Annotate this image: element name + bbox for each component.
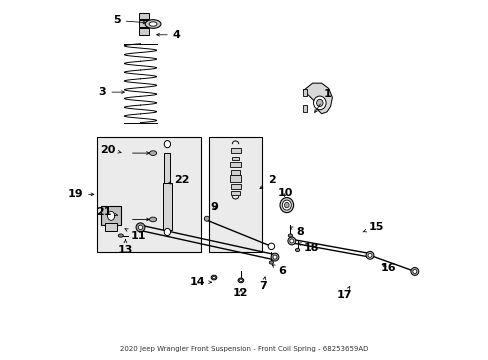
Ellipse shape: [284, 202, 288, 208]
Ellipse shape: [204, 216, 209, 221]
Ellipse shape: [239, 279, 242, 282]
Text: 18: 18: [298, 243, 319, 253]
Ellipse shape: [316, 99, 323, 107]
Text: 5: 5: [113, 15, 145, 26]
Ellipse shape: [118, 234, 123, 237]
Ellipse shape: [212, 276, 215, 279]
Bar: [302, 89, 306, 96]
Bar: [164, 153, 170, 183]
Ellipse shape: [107, 211, 115, 220]
Ellipse shape: [410, 267, 418, 275]
Ellipse shape: [238, 278, 244, 283]
Text: 10: 10: [278, 188, 293, 198]
Bar: [139, 21, 149, 27]
Ellipse shape: [412, 270, 416, 273]
Bar: [230, 148, 240, 153]
Text: 4: 4: [156, 30, 180, 40]
Ellipse shape: [136, 223, 144, 232]
Text: 22: 22: [168, 175, 190, 185]
Ellipse shape: [211, 275, 217, 280]
Text: 2: 2: [260, 175, 275, 189]
Ellipse shape: [367, 253, 371, 257]
Text: 16: 16: [380, 263, 396, 273]
Ellipse shape: [282, 200, 291, 210]
Text: 15: 15: [362, 222, 383, 232]
Text: 12: 12: [233, 288, 248, 298]
Text: 7: 7: [259, 277, 266, 291]
Bar: [163, 183, 171, 230]
Ellipse shape: [138, 225, 142, 229]
Bar: [229, 175, 241, 182]
Ellipse shape: [289, 239, 293, 243]
Text: 13: 13: [118, 239, 133, 255]
Ellipse shape: [269, 261, 273, 264]
Text: 17: 17: [336, 287, 352, 300]
Text: 8: 8: [289, 227, 304, 237]
Bar: [230, 170, 240, 175]
Ellipse shape: [272, 255, 276, 259]
Bar: [302, 105, 306, 112]
Ellipse shape: [366, 251, 373, 259]
Text: 1: 1: [314, 89, 330, 112]
Ellipse shape: [164, 228, 170, 235]
Text: 20: 20: [100, 144, 121, 154]
Text: 21: 21: [96, 207, 117, 217]
Ellipse shape: [164, 140, 170, 148]
Text: 11: 11: [125, 229, 145, 240]
Bar: [97, 137, 201, 252]
Text: 14: 14: [189, 277, 211, 287]
Bar: [231, 191, 239, 195]
Ellipse shape: [295, 248, 299, 252]
Bar: [231, 157, 239, 160]
Text: 9: 9: [210, 202, 218, 212]
Bar: [230, 162, 241, 167]
Text: 6: 6: [271, 265, 286, 276]
Bar: [139, 13, 149, 19]
Ellipse shape: [145, 20, 161, 28]
Ellipse shape: [313, 96, 325, 110]
Ellipse shape: [280, 198, 293, 213]
Bar: [208, 137, 262, 252]
Text: 2020 Jeep Wrangler Front Suspension - Front Coil Spring - 68253659AD: 2020 Jeep Wrangler Front Suspension - Fr…: [120, 346, 368, 352]
Bar: [230, 184, 240, 189]
Polygon shape: [303, 83, 332, 114]
Ellipse shape: [149, 22, 157, 26]
Bar: [105, 223, 117, 231]
Bar: [101, 206, 121, 225]
Ellipse shape: [149, 217, 156, 222]
Text: 3: 3: [99, 87, 124, 97]
Ellipse shape: [287, 237, 295, 245]
Text: 19: 19: [67, 189, 94, 199]
Ellipse shape: [270, 253, 278, 261]
Ellipse shape: [267, 243, 274, 249]
Ellipse shape: [149, 151, 156, 156]
Bar: [139, 28, 149, 35]
Ellipse shape: [287, 234, 292, 237]
